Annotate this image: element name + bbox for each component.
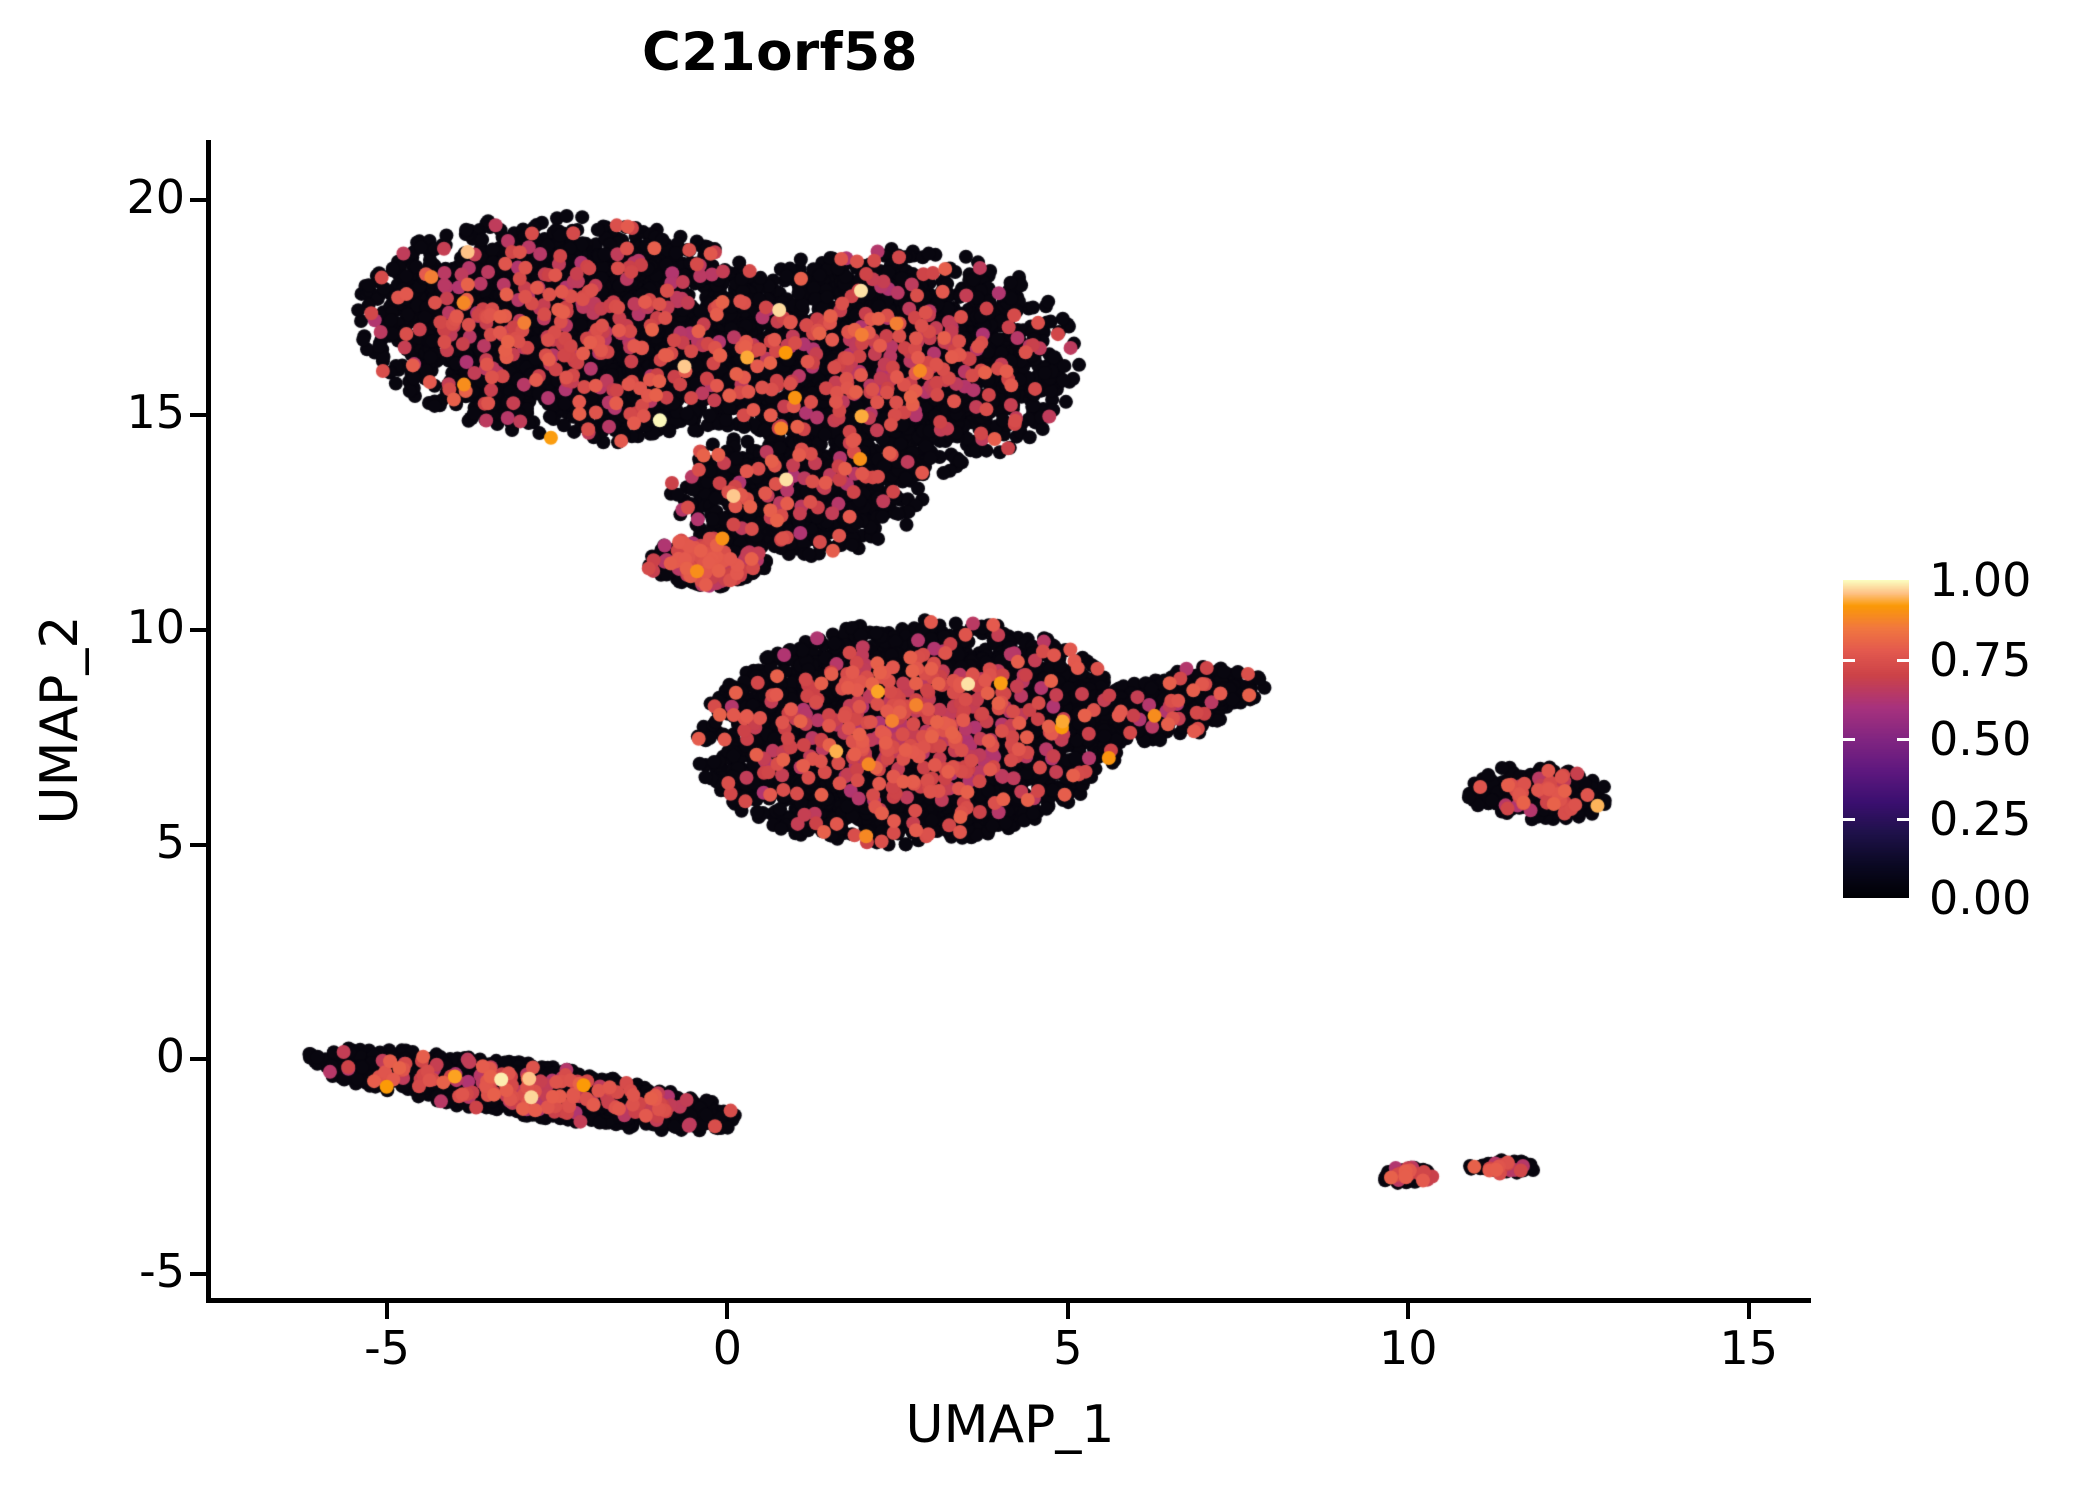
x-tick-label: -5 — [364, 1321, 410, 1375]
y-tick-label: -5 — [139, 1244, 185, 1299]
colorbar-tick-label: 0.50 — [1929, 712, 2032, 766]
colorbar-tick-mark — [1897, 817, 1909, 821]
colorbar-tick-mark — [1843, 817, 1855, 821]
y-axis-label: UMAP_2 — [30, 615, 90, 825]
colorbar-tick-label: 0.00 — [1929, 871, 2032, 925]
y-tick-label: 15 — [126, 384, 185, 439]
colorbar-tick-mark — [1843, 658, 1855, 662]
plot-area — [210, 140, 1810, 1300]
colorbar-tick-mark — [1897, 738, 1909, 741]
scatter-plot — [210, 140, 1810, 1300]
x-axis-label: UMAP_1 — [905, 1395, 1115, 1455]
y-axis-spine — [206, 140, 211, 1303]
x-tick-mark — [1065, 1303, 1070, 1319]
colorbar-tick-label: 0.75 — [1929, 632, 2032, 687]
colorbar-tick-label: 1.00 — [1929, 553, 2032, 607]
y-tick-mark — [190, 1057, 206, 1062]
y-tick-label: 5 — [155, 814, 185, 869]
x-tick-label: 0 — [712, 1321, 743, 1375]
y-tick-label: 10 — [126, 599, 185, 654]
x-axis-spine — [206, 1298, 1811, 1303]
colorbar-tick-label: 0.25 — [1929, 791, 2032, 846]
x-tick-label: 15 — [1719, 1321, 1778, 1375]
x-tick-label: 5 — [1053, 1321, 1083, 1375]
y-tick-mark — [190, 412, 206, 417]
x-tick-mark — [385, 1303, 390, 1319]
y-tick-label: 20 — [126, 170, 185, 225]
x-tick-mark — [1406, 1303, 1411, 1319]
colorbar-tick-mark — [1843, 738, 1855, 741]
x-tick-mark — [1746, 1303, 1751, 1319]
page-title: C21orf58 — [641, 22, 918, 83]
colorbar — [1843, 580, 1909, 898]
y-tick-mark — [190, 842, 206, 847]
y-tick-mark — [190, 198, 206, 203]
y-tick-mark — [190, 627, 206, 632]
x-tick-label: 10 — [1379, 1321, 1438, 1375]
x-tick-mark — [725, 1303, 730, 1319]
colorbar-tick-mark — [1897, 658, 1909, 662]
y-tick-mark — [190, 1272, 206, 1277]
y-tick-label: 0 — [155, 1029, 185, 1084]
